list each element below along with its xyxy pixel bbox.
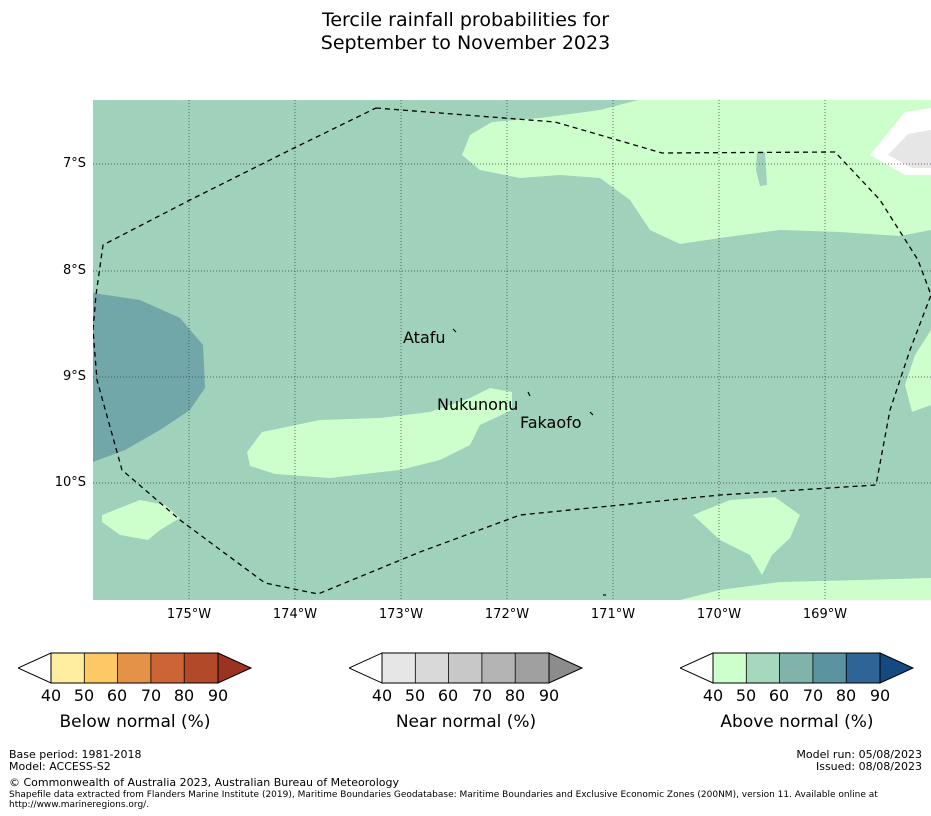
model-run-text: Model run: 05/08/2023 bbox=[796, 748, 922, 761]
colorbar-below-over-arrow bbox=[217, 652, 253, 684]
nukunonu-island-mark bbox=[527, 391, 531, 397]
place-label-atafu: Atafu bbox=[403, 328, 446, 347]
lon-label-175w: 175°W bbox=[166, 607, 212, 622]
colorbar-above-80-90 bbox=[846, 653, 880, 683]
colorbar-near-tick: 50 bbox=[404, 686, 426, 705]
colorbar-below-tick: 70 bbox=[140, 686, 162, 705]
atafu-island-mark bbox=[452, 328, 457, 333]
colorbar-above-tick: 80 bbox=[835, 686, 857, 705]
map-title-line-2: September to November 2023 bbox=[320, 32, 611, 54]
colorbar-below-label: Below normal (%) bbox=[59, 712, 211, 732]
colorbar-below-tick: 50 bbox=[73, 686, 95, 705]
above-normal-40-50-area-central bbox=[247, 388, 512, 478]
colorbar-above-tick: 90 bbox=[869, 686, 891, 705]
above-normal-40-50-area-north bbox=[462, 100, 931, 244]
colorbar-near-40-50 bbox=[382, 653, 416, 683]
near-normal-40-50-area bbox=[888, 130, 931, 168]
colorbar-below-40-50 bbox=[51, 653, 85, 683]
above-normal-40-50-area-southwest bbox=[102, 500, 180, 540]
lon-label-169w: 169°W bbox=[802, 607, 848, 622]
colorbar-near-tick: 60 bbox=[437, 686, 459, 705]
lon-label-172w: 172°W bbox=[484, 607, 530, 622]
lon-label-171w: 171°W bbox=[590, 607, 636, 622]
colorbar-above-70-80 bbox=[812, 653, 847, 683]
colorbar-near-70-80 bbox=[481, 653, 516, 683]
lon-label-173w: 173°W bbox=[378, 607, 424, 622]
colorbar-above-normal bbox=[680, 652, 915, 684]
colorbar-above-tick: 70 bbox=[802, 686, 824, 705]
colorbar-near-label: Near normal (%) bbox=[395, 712, 537, 732]
colorbar-below-normal bbox=[18, 652, 253, 684]
colorbar-below-tick: 80 bbox=[173, 686, 195, 705]
above-normal-40-50-area-south bbox=[680, 578, 931, 600]
colorbar-below-under-arrow bbox=[18, 652, 52, 684]
base-period-text: Base period: 1981-2018 bbox=[9, 748, 142, 761]
colorbar-above-tick: 40 bbox=[702, 686, 724, 705]
shapefile-credit-line-2: http://www.marineregions.org/. bbox=[9, 800, 150, 810]
copyright-text: © Commonwealth of Australia 2023, Austra… bbox=[9, 776, 399, 789]
issued-text: Issued: 08/08/2023 bbox=[815, 760, 922, 773]
above-normal-40-50-area-southeast bbox=[693, 497, 800, 575]
colorbar-near-80-90 bbox=[515, 653, 549, 683]
colorbar-above-over-arrow bbox=[879, 652, 915, 684]
shapefile-credit-line-1: Shapefile data extracted from Flanders M… bbox=[9, 790, 878, 800]
colorbar-above-60-70 bbox=[779, 653, 813, 683]
model-text: Model: ACCESS-S2 bbox=[9, 760, 111, 773]
lat-label-9s: 9°S bbox=[62, 369, 86, 384]
colorbar-below-tick: 40 bbox=[40, 686, 62, 705]
colorbar-above-40-50 bbox=[713, 653, 747, 683]
colorbar-near-60-70 bbox=[448, 653, 482, 683]
colorbar-near-tick: 90 bbox=[538, 686, 560, 705]
colorbar-near-tick: 70 bbox=[471, 686, 493, 705]
lon-label-174w: 174°W bbox=[272, 607, 318, 622]
colorbar-below-60-70 bbox=[117, 653, 151, 683]
map-title-line-1: Tercile rainfall probabilities for bbox=[321, 9, 610, 31]
above-normal-60-70-area bbox=[93, 293, 205, 462]
colorbar-near-under-arrow bbox=[349, 652, 383, 684]
lat-label-8s: 8°S bbox=[62, 263, 86, 278]
colorbar-near-normal bbox=[349, 652, 584, 684]
colorbar-near-50-60 bbox=[415, 653, 449, 683]
colorbar-below-tick: 60 bbox=[106, 686, 128, 705]
colorbar-below-50-60 bbox=[84, 653, 118, 683]
lat-label-7s: 7°S bbox=[62, 156, 86, 171]
above-normal-50-60-notch bbox=[756, 152, 767, 186]
colorbar-above-tick: 50 bbox=[735, 686, 757, 705]
colorbar-near-tick: 80 bbox=[504, 686, 526, 705]
lon-label-170w: 170°W bbox=[696, 607, 742, 622]
lat-label-10s: 10°S bbox=[54, 475, 86, 490]
colorbar-above-label: Above normal (%) bbox=[720, 712, 874, 732]
above-normal-40-50-area-east bbox=[905, 330, 931, 412]
colorbar-below-tick: 90 bbox=[207, 686, 229, 705]
colorbar-above-50-60 bbox=[746, 653, 780, 683]
colorbar-below-80-90 bbox=[184, 653, 218, 683]
colorbar-below-70-80 bbox=[150, 653, 185, 683]
colorbar-above-under-arrow bbox=[680, 652, 714, 684]
colorbar-near-tick: 40 bbox=[371, 686, 393, 705]
colorbar-near-over-arrow bbox=[548, 652, 584, 684]
colorbar-above-tick: 60 bbox=[768, 686, 790, 705]
place-label-fakaofo: Fakaofo bbox=[520, 413, 582, 432]
graticule bbox=[93, 100, 931, 600]
fakaofo-island-mark bbox=[589, 411, 594, 416]
place-label-nukunonu: Nukunonu bbox=[437, 395, 519, 414]
